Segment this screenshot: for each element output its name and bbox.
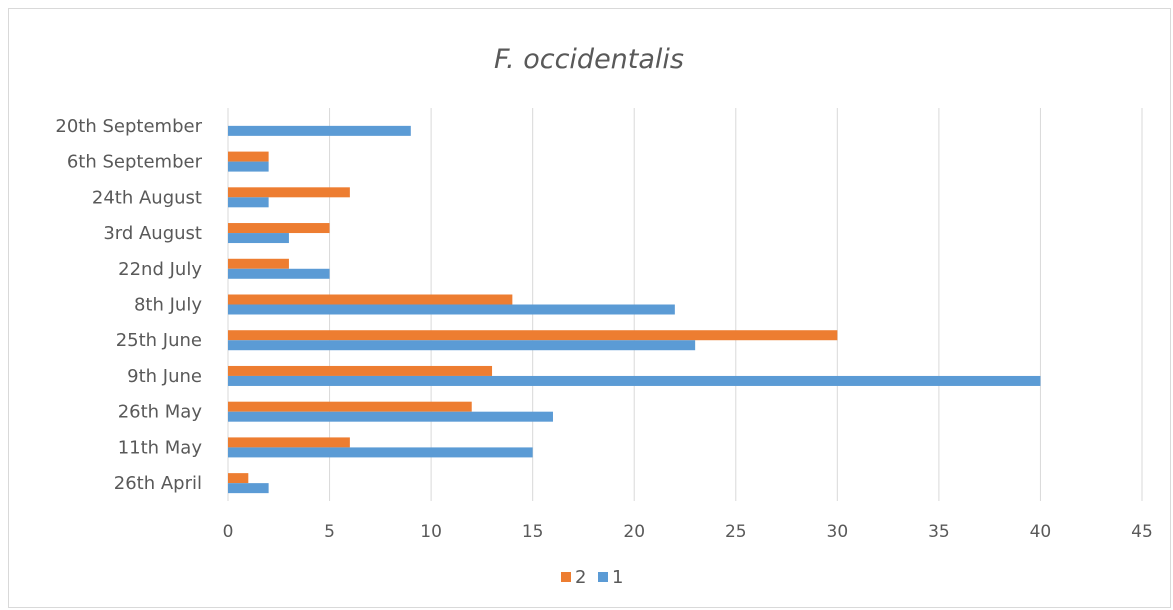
bar-series-1: [228, 340, 696, 351]
bar-series-2: [228, 401, 472, 412]
category-label: 8th July: [134, 295, 202, 316]
bar-series-2: [228, 330, 838, 341]
bar-series-2: [228, 437, 350, 448]
category-label: 26th May: [118, 402, 203, 423]
bar-series-1: [228, 197, 269, 208]
x-tick-label: 25: [725, 522, 747, 542]
x-tick-label: 5: [324, 522, 335, 542]
x-tick-label: 20: [623, 522, 645, 542]
bar-series-2: [228, 258, 289, 269]
category-label: 22nd July: [118, 259, 202, 280]
category-label: 24th August: [92, 187, 202, 208]
bar-series-1: [228, 483, 269, 494]
chart-title: F. occidentalis: [494, 44, 684, 75]
category-labels: 26th April 11th May 26th May 9th June 25th J…: [55, 116, 202, 494]
bar-series-1: [228, 411, 553, 422]
bar-series-1: [228, 375, 1041, 386]
bar-series-2: [228, 151, 269, 162]
bar-series-1: [228, 161, 269, 172]
bar-series-1: [228, 268, 330, 279]
bar-series-1: [228, 304, 675, 315]
bar-series-2: [228, 365, 493, 376]
bar-series-1: [228, 125, 411, 136]
bar-series-2: [228, 473, 249, 484]
x-tick-label: 10: [420, 522, 442, 542]
x-tick-label: 0: [223, 522, 234, 542]
bars: [228, 125, 1041, 494]
x-tick-label: 15: [522, 522, 544, 542]
legend-label: 1: [612, 567, 623, 588]
bar-chart: F. occidentalis 26th April 11th May 26th M…: [55, 44, 1153, 588]
legend-swatch: [598, 572, 608, 582]
bar-series-2: [228, 187, 350, 198]
x-tick-label: 40: [1030, 522, 1052, 542]
bar-series-1: [228, 447, 533, 458]
x-tick-label: 30: [827, 522, 849, 542]
category-label: 9th June: [127, 366, 202, 387]
category-label: 26th April: [114, 473, 202, 494]
category-label: 11th May: [118, 437, 203, 458]
category-label: 6th September: [67, 152, 203, 173]
chart-frame: F. occidentalis 26th April 11th May 26th M…: [8, 8, 1171, 608]
legend-swatch: [561, 572, 571, 582]
x-tick-label: 45: [1131, 522, 1153, 542]
bar-series-2: [228, 294, 513, 305]
category-label: 3rd August: [103, 223, 202, 244]
x-tick-label: 35: [928, 522, 950, 542]
category-label: 20th September: [55, 116, 202, 137]
x-tick-labels: 0 5 10 15 20 25 30 35 40 45: [223, 522, 1153, 542]
bar-series-1: [228, 233, 289, 244]
bar-series-2: [228, 223, 330, 234]
category-label: 25th June: [116, 330, 202, 351]
legend-label: 2: [575, 567, 586, 588]
